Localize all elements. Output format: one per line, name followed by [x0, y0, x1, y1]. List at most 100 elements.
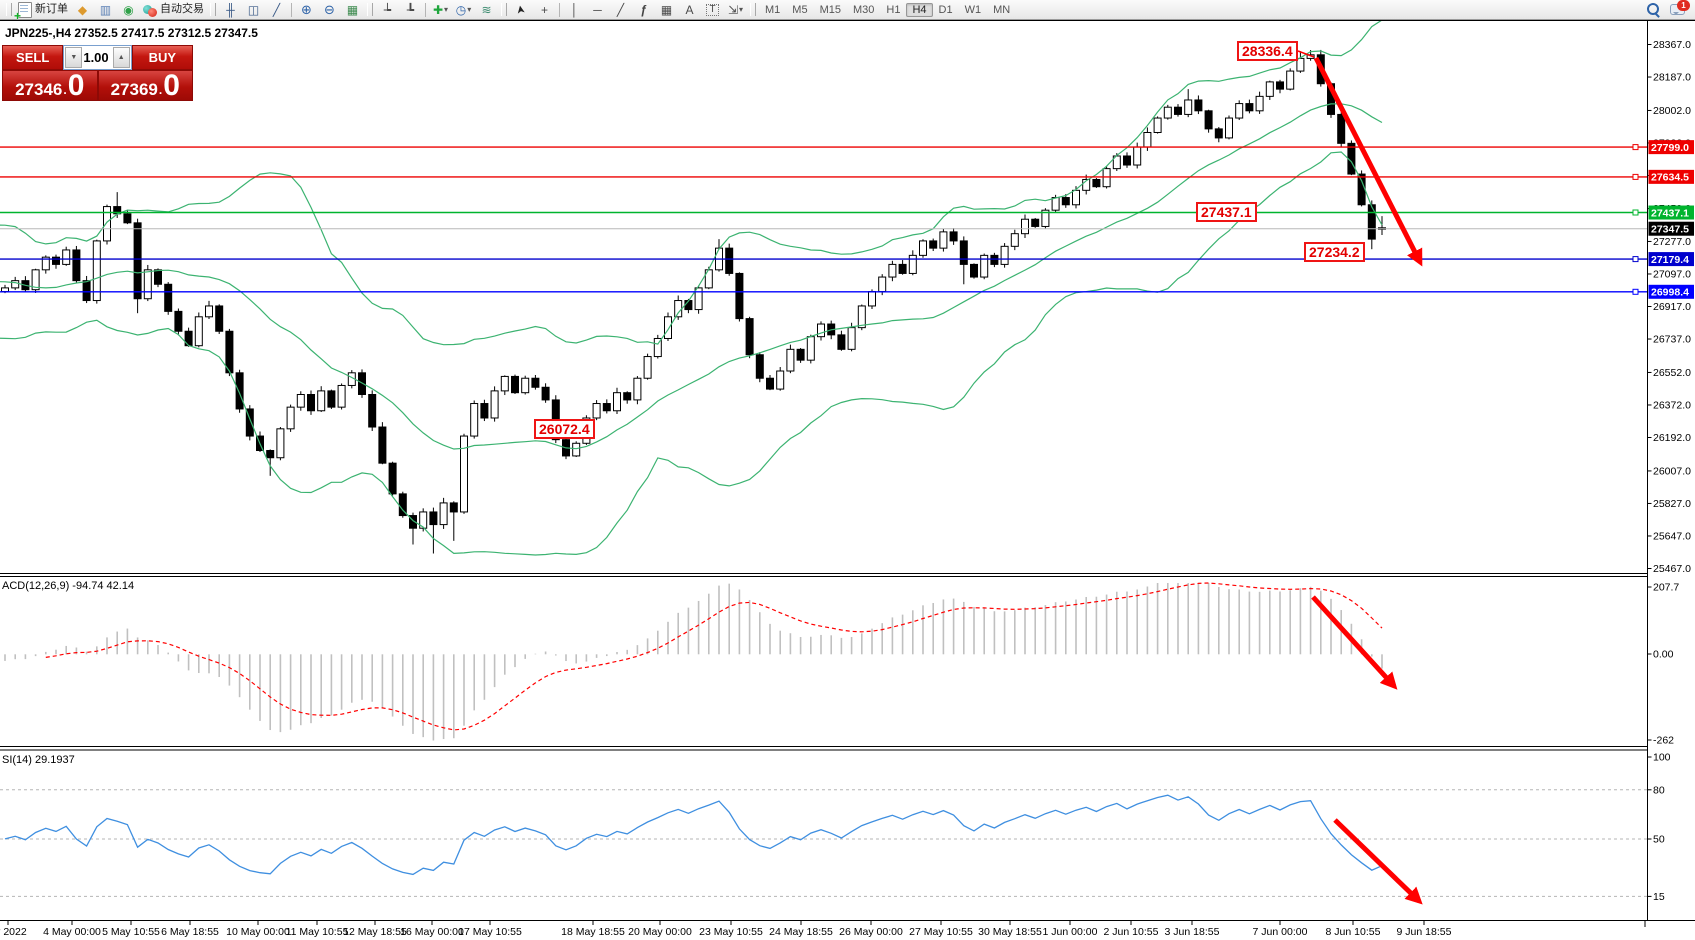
macd-histogram-bar	[657, 630, 659, 655]
volume-increase-button[interactable]: ▲	[112, 47, 130, 68]
candle	[592, 403, 601, 419]
candle	[419, 511, 428, 529]
candle	[1184, 99, 1193, 115]
axis-label: 26007.0	[1653, 465, 1691, 477]
time-axis-label: 30 May 18:55	[978, 926, 1042, 938]
time-axis-label: 9 Jun 18:55	[1397, 926, 1452, 938]
candle	[154, 269, 162, 285]
macd-histogram-bar	[1054, 602, 1057, 655]
candle	[194, 316, 203, 347]
trend-arrow-object[interactable]	[1311, 595, 1398, 690]
trend-arrow-object[interactable]	[1333, 818, 1423, 905]
bollinger-band	[0, 21, 1382, 346]
axis-label: 207.7	[1653, 582, 1679, 594]
macd-histogram-bar	[1065, 601, 1067, 655]
macd-histogram-bar	[55, 649, 57, 655]
cursor-icon[interactable]: ➤	[514, 4, 528, 16]
candle	[1, 287, 9, 293]
timeframe-mn[interactable]: MN	[993, 3, 1011, 16]
macd-histogram-bar	[177, 654, 180, 662]
volume-input[interactable]: 1.00	[83, 50, 109, 65]
macd-histogram-bar	[208, 654, 210, 674]
candle	[959, 240, 968, 265]
candle	[1235, 103, 1244, 119]
candle	[1204, 110, 1213, 130]
toolbar-grip[interactable]	[501, 3, 507, 16]
macd-histogram-bar	[361, 654, 363, 700]
chart-window-icon[interactable]: ▥	[99, 2, 112, 17]
candle	[82, 280, 91, 302]
sell-button[interactable]: SELL	[2, 45, 64, 70]
toolbar-grip[interactable]	[210, 3, 216, 16]
price-badge	[1648, 252, 1694, 267]
macd-histogram-bar	[585, 654, 588, 662]
time-axis-label: 6 May 18:55	[161, 926, 219, 938]
macd-histogram-bar	[1289, 590, 1291, 655]
macd-histogram-bar	[871, 628, 873, 655]
toolbar-grip[interactable]	[367, 3, 373, 16]
zoom-in-icon[interactable]: ⊕	[301, 2, 312, 17]
chart-shift-icon[interactable]: ┺	[406, 2, 415, 17]
timeframe-m30[interactable]: M30	[852, 3, 875, 16]
crosshair-icon[interactable]: +	[540, 2, 548, 17]
channel-icon[interactable]: ▦	[660, 2, 673, 17]
price-callout[interactable]: 26072.4	[534, 419, 595, 439]
buy-button[interactable]: BUY	[131, 45, 193, 70]
text-icon[interactable]: A	[685, 2, 694, 17]
auto-scroll-icon[interactable]: ┶	[383, 2, 392, 17]
candle	[766, 377, 774, 390]
timeframe-d1[interactable]: D1	[938, 3, 953, 16]
timeframe-h1[interactable]: H1	[886, 3, 901, 16]
candle	[470, 403, 479, 437]
label-t-icon[interactable]: T	[701, 0, 724, 19]
candle	[1051, 197, 1060, 211]
macd-histogram-bar	[45, 651, 47, 655]
macd-histogram-bar	[493, 654, 496, 688]
candle	[745, 318, 754, 356]
time-axis-label: 4 May 00:00	[43, 926, 101, 938]
add-indicator-icon[interactable]: ✚ ▾	[432, 2, 449, 17]
candle	[500, 375, 509, 392]
tile-windows-icon[interactable]: ▦	[346, 2, 359, 17]
fibonacci-icon[interactable]: ƒ	[640, 2, 647, 17]
clock-icon[interactable]: ◷ ▾	[455, 2, 472, 17]
timeframe-m15[interactable]: M15	[819, 3, 841, 16]
bar-chart-icon[interactable]: ╫	[226, 2, 235, 17]
timeframe-h4[interactable]: H4	[906, 2, 933, 17]
cube-icon[interactable]: ◆	[77, 2, 88, 17]
timeframe-m1[interactable]: M1	[765, 3, 781, 16]
notifications-icon[interactable]: 1	[1670, 0, 1690, 16]
axis-label: 26737.0	[1653, 334, 1691, 346]
macd-histogram-bar	[595, 654, 598, 658]
zoom-out-icon[interactable]: ⊖	[324, 2, 335, 17]
price-callout[interactable]: 28336.4	[1237, 41, 1298, 61]
horizontal-line-icon[interactable]: ─	[593, 2, 602, 17]
timeframe-m5[interactable]: M5	[792, 3, 808, 16]
candle	[490, 390, 499, 419]
vertical-line-icon[interactable]: │	[570, 2, 579, 17]
new-order-button[interactable]: + 新订单	[14, 0, 71, 22]
trend-arrow-object[interactable]	[1313, 56, 1423, 267]
sell-price[interactable]: 27346. 0	[2, 70, 98, 101]
buy-price[interactable]: 27369. 0	[97, 70, 193, 101]
candle	[857, 305, 866, 329]
timeframe-w1[interactable]: W1	[964, 3, 982, 16]
axis-label: 100	[1653, 752, 1671, 764]
auto-trading-button[interactable]: 自动交易	[140, 0, 207, 19]
volume-decrease-button[interactable]: ▼	[65, 47, 83, 68]
candle	[541, 386, 550, 401]
template-icon[interactable]: ≋	[481, 2, 492, 17]
search-icon[interactable]	[1647, 3, 1660, 18]
candlestick-icon[interactable]: ◫	[247, 2, 260, 17]
new-order-label: 新订单	[35, 3, 68, 15]
axis-label: 26917.0	[1653, 301, 1691, 313]
price-callout[interactable]: 27234.2	[1304, 242, 1365, 262]
price-callout[interactable]: 27437.1	[1196, 202, 1257, 222]
trendline-icon[interactable]: ╱	[616, 2, 625, 17]
signal-icon[interactable]: ◉	[123, 2, 134, 17]
arrows-style-icon[interactable]: ⇲ ▾	[727, 2, 744, 17]
toolbar-grip[interactable]	[750, 3, 756, 16]
line-chart-icon[interactable]: ╱	[272, 2, 281, 17]
toolbar-grip[interactable]	[6, 3, 12, 16]
